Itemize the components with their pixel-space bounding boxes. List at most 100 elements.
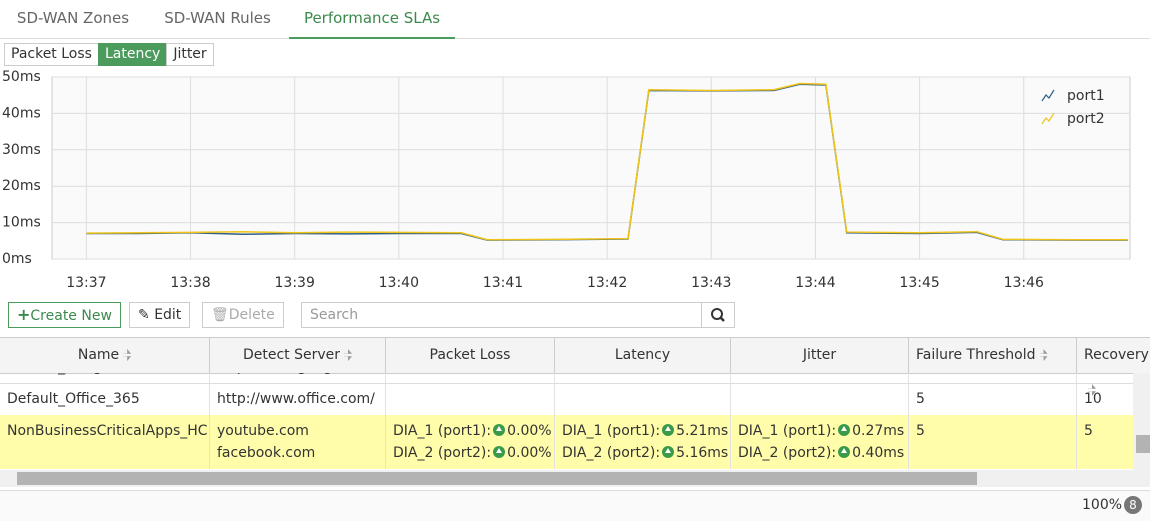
y-tick-label: 10ms [2, 215, 41, 231]
table-header: Name Detect Server Packet Loss Latency Jitte… [0, 337, 1150, 374]
table-cell: Default_Office_365 [0, 383, 210, 415]
metric: DIA_2 (port2): 0.40ms [738, 442, 904, 464]
scroll-thumb[interactable] [1136, 435, 1150, 453]
metric-value: 5.21ms [676, 423, 729, 439]
sla-name: Default_Google Search [7, 373, 202, 378]
column-title: Recovery [1084, 347, 1149, 398]
chart-tabs: Packet Loss Latency Jitter [4, 43, 214, 66]
table-cell: http://www.google.com/ [210, 373, 386, 383]
chart-tab-active[interactable]: Latency [97, 43, 168, 66]
chart-tab[interactable]: Jitter [166, 43, 214, 66]
chart-tab[interactable]: Packet Loss [4, 43, 99, 66]
column-header[interactable]: Packet Loss [386, 338, 555, 373]
x-tick-label: 13:45 [899, 275, 939, 291]
footer: 100% 8 [0, 490, 1150, 521]
button-label: Delete [228, 307, 275, 323]
detect-server: http://www.office.com/ [217, 391, 375, 407]
y-tick-label: 20ms [2, 178, 41, 194]
metric-label: DIA_1 (port1): [738, 423, 837, 439]
column-title: Failure Threshold [916, 347, 1048, 363]
recovery: 10 [1084, 373, 1133, 378]
edit-button[interactable]: ✎ Edit [129, 302, 191, 328]
detect-server: facebook.com [217, 445, 316, 461]
column-title: Detect Server [243, 347, 352, 363]
recovery: 10 [1084, 391, 1102, 407]
table-cell: 5 [909, 383, 1077, 415]
table-cell: DIA_1 (port1): 5.21ms DIA_2 (port2): 5.16ms [555, 415, 731, 469]
metric: DIA_2 (port2): 5.16ms [562, 442, 728, 464]
tab-bar: SD-WAN Zones SD-WAN Rules Performance SL… [0, 0, 1150, 39]
table-row[interactable]: Default_Office_365 http://www.office.com/… [0, 383, 1133, 416]
y-tick-label: 0ms [2, 251, 32, 267]
table-cell [555, 373, 731, 383]
table-cell [555, 383, 731, 415]
tab[interactable]: SD-WAN Rules [164, 9, 271, 27]
h-scrollbar[interactable] [0, 470, 1133, 487]
status-up-icon [662, 424, 675, 436]
metric-label: DIA_2 (port2): [393, 445, 492, 461]
column-title: Name [78, 347, 131, 363]
x-tick-label: 13:46 [1004, 275, 1044, 291]
line [86, 82, 1128, 241]
column-title: Packet Loss [429, 347, 511, 363]
table-cell: 10 [1077, 383, 1133, 415]
count-badge: 8 [1124, 496, 1142, 514]
column-header[interactable]: Recovery [1077, 338, 1150, 373]
table-cell: Default_Google Search [0, 373, 210, 383]
search-placeholder: Search [310, 307, 359, 323]
table-cell [386, 383, 555, 415]
x-tick-label: 13:44 [795, 275, 835, 291]
recovery: 5 [1084, 423, 1093, 439]
y-tick-label: 40ms [2, 105, 41, 121]
metric: DIA_1 (port1): 0.27ms [738, 420, 905, 442]
table-cell: youtube.com facebook.com [210, 415, 386, 469]
button-label: Edit [154, 307, 182, 323]
column-header[interactable]: Detect Server [210, 338, 386, 373]
plot-area [51, 76, 1131, 260]
column-title: Jitter [802, 347, 837, 363]
table-cell [386, 373, 555, 383]
create-button[interactable]: +Create New [8, 302, 121, 328]
status-up-icon [493, 424, 506, 436]
y-tick-label: 30ms [2, 142, 41, 158]
table-cell: 10 [1077, 373, 1133, 383]
x-tick-label: 13:42 [587, 275, 627, 291]
delete-button[interactable]: 🗑Delete [202, 302, 284, 328]
table-row[interactable]: Default_Google Search http://www.google.c… [0, 373, 1133, 384]
y-tick-label: 50ms [2, 69, 41, 85]
table-row[interactable]: NonBusinessCriticalApps_HC youtube.com fac… [0, 415, 1133, 469]
metric-value: 5.16ms [676, 445, 729, 461]
column-header[interactable]: Name [0, 338, 210, 373]
search-box[interactable]: Search [301, 302, 735, 328]
tab[interactable]: SD-WAN Zones [16, 9, 130, 27]
table-cell: DIA_1 (port1): 0.00% DIA_2 (port2): 0.00% [386, 415, 555, 469]
table-body: Default_Google Search http://www.google.c… [0, 373, 1133, 469]
metric: DIA_1 (port1): 5.21ms [562, 420, 728, 442]
table-cell: http://www.office.com/ [210, 383, 386, 415]
search-icon[interactable] [701, 303, 734, 327]
metric-label: DIA_2 (port2): [738, 445, 837, 461]
column-title: Latency [614, 347, 671, 363]
column-header[interactable]: Latency [555, 338, 731, 373]
column-header[interactable]: Failure Threshold [909, 338, 1077, 373]
legend-icon [1041, 89, 1055, 102]
x-tick-label: 13:37 [66, 275, 106, 291]
tab-active[interactable]: Performance SLAs [289, 0, 455, 39]
scroll-thumb[interactable] [17, 472, 977, 485]
table-cell: NonBusinessCriticalApps_HC [0, 415, 210, 469]
sla-name: NonBusinessCriticalApps_HC [7, 423, 208, 439]
metric-value: 0.00% [507, 423, 552, 439]
metric-value: 0.00% [507, 445, 552, 461]
metric: DIA_2 (port2): 0.00% [393, 442, 552, 464]
button-label: Create New [30, 308, 112, 324]
legend-label: port1 [1067, 88, 1105, 104]
column-header[interactable]: Jitter [731, 338, 909, 373]
v-scrollbar[interactable] [1133, 373, 1150, 487]
sla-name: Default_Office_365 [7, 391, 140, 407]
metric-value: 0.27ms [852, 423, 905, 439]
status-up-icon [838, 424, 851, 436]
failure-threshold: 5 [916, 391, 925, 407]
status-up-icon [662, 446, 675, 458]
magnifier [711, 308, 725, 322]
